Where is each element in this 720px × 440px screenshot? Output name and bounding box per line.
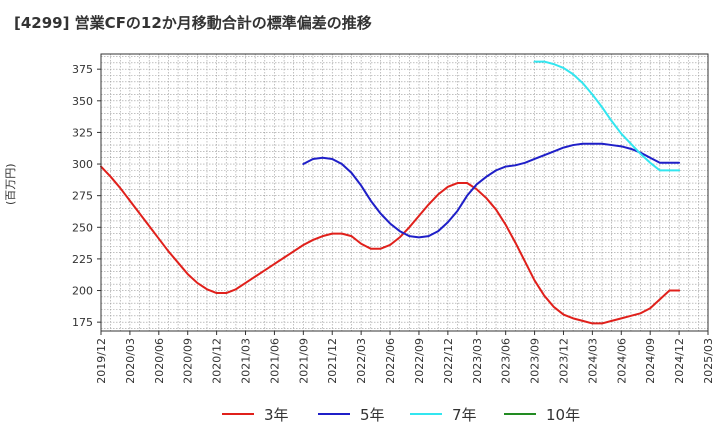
x-tick-label: 2024/09 bbox=[644, 338, 657, 384]
y-axis-ticks: 175 200 225 250 275 300 325 350 375 bbox=[72, 63, 101, 329]
chart-title: [4299] 営業CFの12か月移動合計の標準偏差の推移 bbox=[14, 14, 372, 32]
legend-swatch bbox=[222, 413, 254, 415]
legend-swatch bbox=[318, 413, 350, 415]
y-tick-label: 225 bbox=[72, 253, 93, 266]
y-tick-label: 200 bbox=[72, 285, 93, 298]
x-tick-label: 2024/03 bbox=[586, 338, 599, 384]
x-tick-label: 2019/12 bbox=[95, 338, 108, 384]
x-tick-label: 2023/12 bbox=[557, 338, 570, 384]
x-tick-label: 2021/09 bbox=[297, 338, 310, 384]
x-tick-label: 2020/09 bbox=[182, 338, 195, 384]
y-tick-label: 175 bbox=[72, 316, 93, 329]
series-line-5年 bbox=[302, 142, 681, 239]
x-tick-label: 2021/06 bbox=[268, 338, 281, 384]
y-tick-label: 350 bbox=[72, 95, 93, 108]
legend-label: 7年 bbox=[452, 405, 477, 424]
y-tick-label: 375 bbox=[72, 63, 93, 76]
series-line-7年 bbox=[533, 60, 681, 172]
legend-item-3y: 3年 bbox=[222, 402, 289, 426]
chart-legend: 3年 5年 7年 10年 bbox=[0, 402, 720, 426]
plot-area-border bbox=[100, 53, 709, 332]
series-line-3年 bbox=[100, 165, 681, 325]
x-tick-label: 2020/06 bbox=[153, 338, 166, 384]
legend-swatch bbox=[410, 413, 442, 415]
y-tick-label: 325 bbox=[72, 126, 93, 139]
legend-item-5y: 5年 bbox=[318, 402, 385, 426]
legend-label: 3年 bbox=[264, 405, 289, 424]
legend-item-7y: 7年 bbox=[410, 402, 477, 426]
x-tick-label: 2022/06 bbox=[384, 338, 397, 384]
x-tick-label: 2022/09 bbox=[413, 338, 426, 384]
x-tick-label: 2025/03 bbox=[702, 338, 715, 384]
y-tick-label: 250 bbox=[72, 221, 93, 234]
x-tick-label: 2023/09 bbox=[529, 338, 542, 384]
legend-item-10y: 10年 bbox=[504, 402, 580, 426]
x-tick-label: 2024/06 bbox=[615, 338, 628, 384]
x-tick-label: 2022/03 bbox=[355, 338, 368, 384]
legend-label: 10年 bbox=[546, 405, 581, 424]
line-chart: 175 200 225 250 275 300 325 350 375 2019/12 2020/… bbox=[72, 53, 715, 384]
grid-lines bbox=[100, 54, 709, 331]
x-tick-label: 2022/12 bbox=[442, 338, 455, 384]
x-tick-label: 2023/03 bbox=[471, 338, 484, 384]
legend-label: 5年 bbox=[360, 405, 385, 424]
series-lines bbox=[100, 60, 681, 325]
x-tick-label: 2021/12 bbox=[326, 338, 339, 384]
x-tick-label: 2023/06 bbox=[500, 338, 513, 384]
legend-swatch bbox=[504, 413, 536, 415]
y-tick-label: 300 bbox=[72, 158, 93, 171]
x-axis-ticks: 2019/12 2020/03 2020/06 2020/09 2020/12 2021/… bbox=[95, 331, 715, 384]
x-tick-label: 2021/03 bbox=[240, 338, 253, 384]
x-tick-label: 2024/12 bbox=[673, 338, 686, 384]
x-tick-label: 2020/03 bbox=[124, 338, 137, 384]
x-tick-label: 2020/12 bbox=[211, 338, 224, 384]
y-tick-label: 275 bbox=[72, 190, 93, 203]
